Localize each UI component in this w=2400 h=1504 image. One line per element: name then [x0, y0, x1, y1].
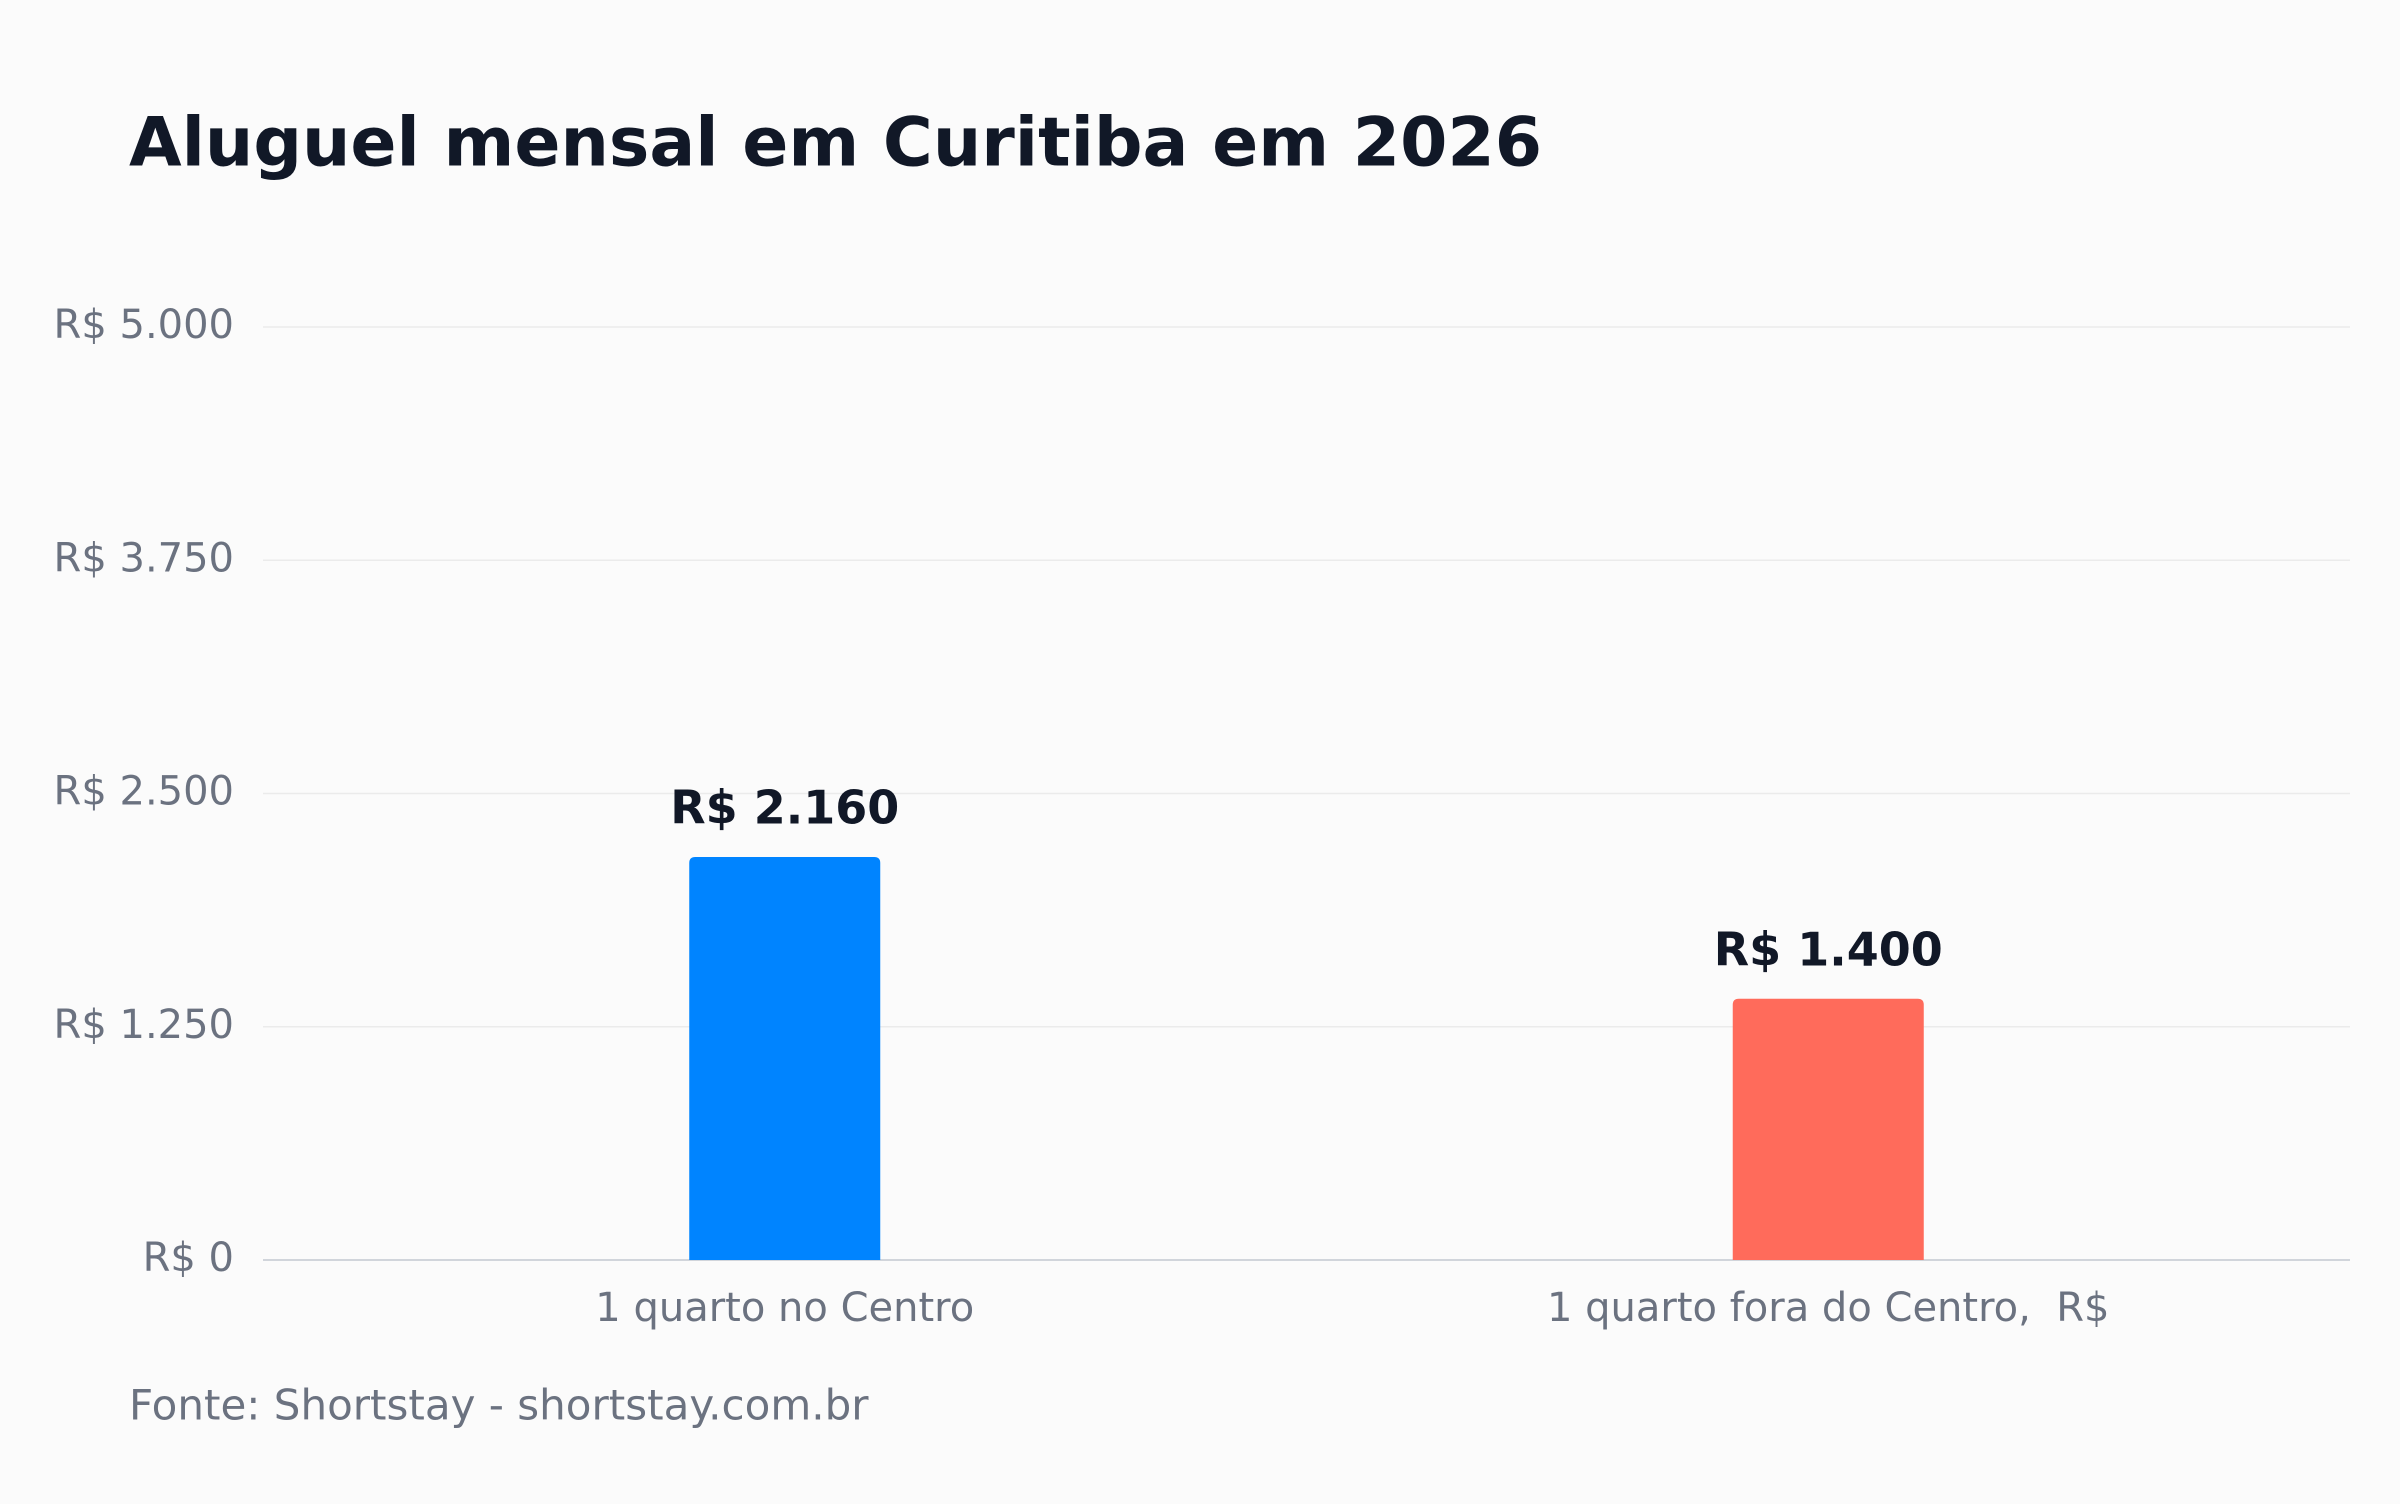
value-label: R$ 2.160 [670, 780, 899, 834]
x-tick-label: 1 quarto no Centro [595, 1285, 974, 1331]
value-label: R$ 1.400 [1714, 922, 1943, 976]
y-tick-label: R$ 5.000 [54, 302, 234, 348]
source-note: Fonte: Shortstay - shortstay.com.br [129, 1381, 869, 1430]
bar [1732, 998, 1924, 1260]
y-tick-label: R$ 3.750 [54, 535, 234, 581]
y-tick-label: R$ 1.250 [54, 1002, 234, 1048]
chart-title: Aluguel mensal em Curitiba em 2026 [129, 104, 1542, 183]
x-tick-label: 1 quarto fora do Centro, R$ [1547, 1285, 2110, 1331]
y-tick-label: R$ 2.500 [54, 769, 234, 815]
y-tick-label: R$ 0 [143, 1235, 234, 1281]
bar [689, 856, 881, 1260]
